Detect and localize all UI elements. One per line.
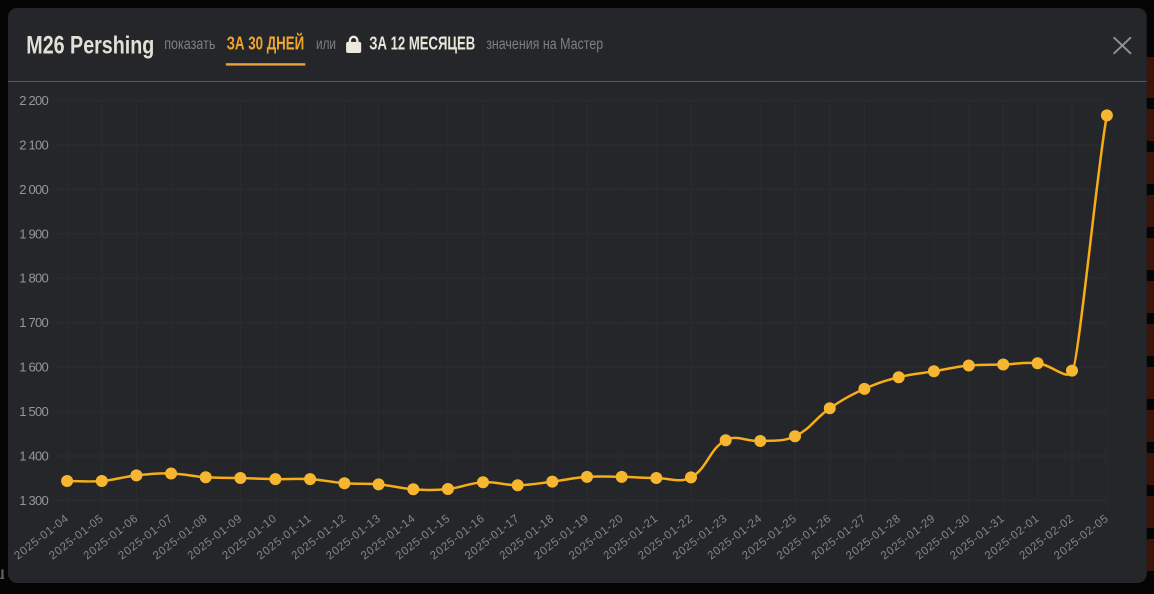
svg-text:1 700: 1 700 <box>19 315 48 330</box>
svg-text:2 000: 2 000 <box>19 182 48 197</box>
svg-text:1 900: 1 900 <box>19 226 48 241</box>
svg-text:1 500: 1 500 <box>19 404 48 419</box>
svg-text:1 300: 1 300 <box>19 493 48 508</box>
svg-text:или: или <box>316 36 336 53</box>
svg-text:2 200: 2 200 <box>19 93 48 108</box>
svg-text:1 800: 1 800 <box>19 271 48 286</box>
svg-text:значения на Мастер: значения на Мастер <box>486 36 603 53</box>
svg-text:показать: показать <box>164 36 215 53</box>
svg-text:2 100: 2 100 <box>19 137 48 152</box>
svg-text:1 400: 1 400 <box>19 449 48 464</box>
svg-text:M26 Pershing: M26 Pershing <box>26 31 154 59</box>
svg-text:ЗА 30 ДНЕЙ: ЗА 30 ДНЕЙ <box>227 32 305 53</box>
svg-text:ЗА 12 МЕСЯЦЕВ: ЗА 12 МЕСЯЦЕВ <box>369 33 475 53</box>
svg-text:1 600: 1 600 <box>19 360 48 375</box>
